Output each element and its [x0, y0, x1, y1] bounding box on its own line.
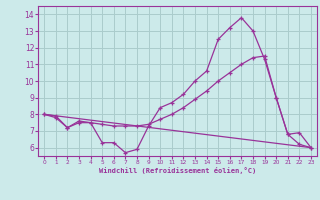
X-axis label: Windchill (Refroidissement éolien,°C): Windchill (Refroidissement éolien,°C) [99, 167, 256, 174]
